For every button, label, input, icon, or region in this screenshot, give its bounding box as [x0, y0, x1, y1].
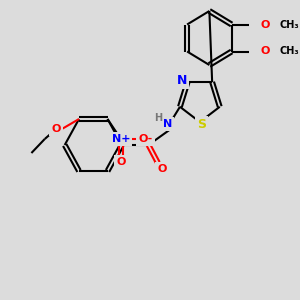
Text: O: O [157, 164, 167, 174]
Text: O: O [116, 157, 126, 167]
Text: O: O [52, 124, 61, 134]
Text: O: O [260, 20, 270, 29]
Text: S: S [197, 118, 206, 131]
Text: N+: N+ [112, 134, 130, 144]
Text: O: O [260, 46, 270, 56]
Text: H: H [154, 113, 162, 123]
Text: CH₃: CH₃ [279, 46, 299, 56]
Text: N: N [163, 119, 172, 129]
Text: CH₃: CH₃ [279, 20, 299, 29]
Text: N: N [177, 74, 187, 87]
Text: O-: O- [139, 134, 153, 144]
